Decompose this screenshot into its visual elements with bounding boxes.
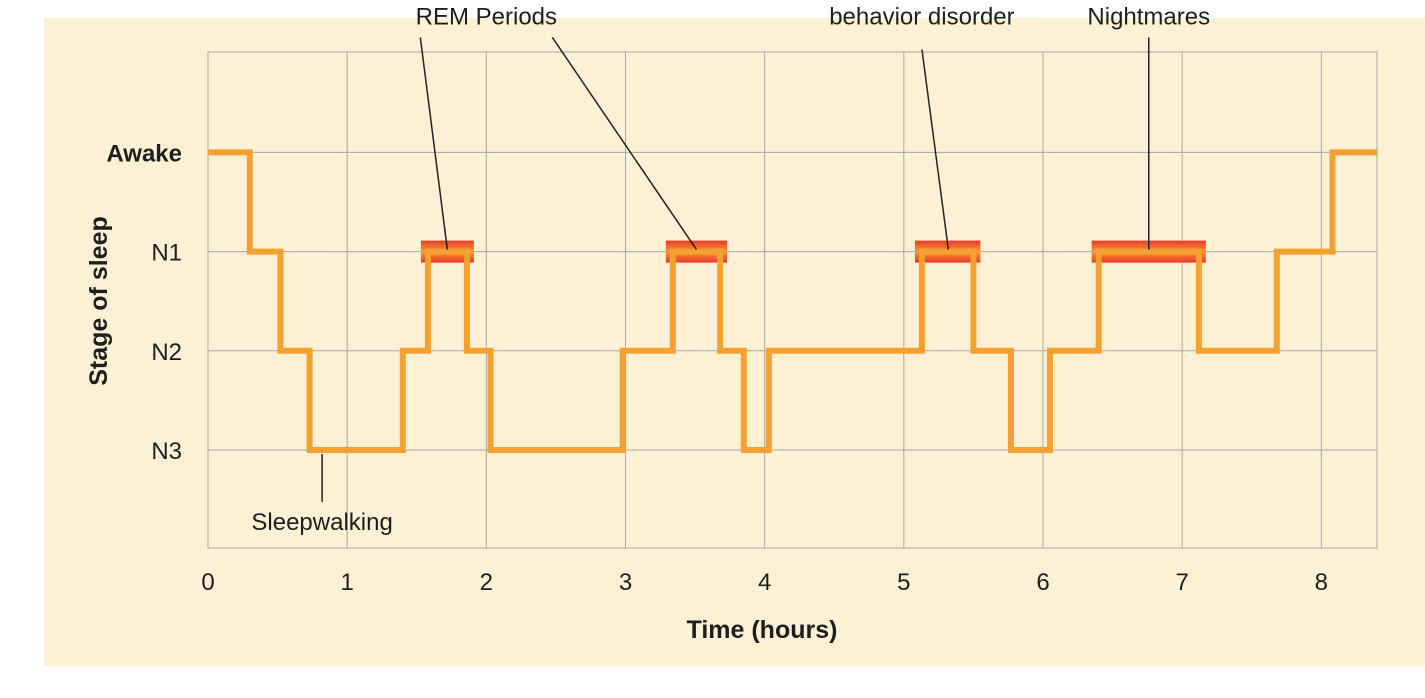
y-axis-title: Stage of sleep [85, 216, 113, 386]
y-tick-label-n3: N3 [151, 438, 182, 465]
annotation-nightmares: Nightmares [1087, 3, 1210, 250]
annotation-rem-periods-2 [551, 37, 698, 251]
x-axis-title: Time (hours) [687, 616, 838, 644]
x-tick-label-6: 6 [1036, 569, 1049, 596]
annotation-label-rem-periods-1: REM Periods [416, 3, 557, 30]
sleep-line-layer [208, 149, 1377, 453]
x-tick-label-0: 0 [201, 569, 214, 596]
x-tick-label-5: 5 [897, 569, 910, 596]
chart-panel [44, 18, 1425, 666]
annotation-sleepwalking: Sleepwalking [251, 454, 393, 536]
y-tick-label-n2: N2 [151, 339, 182, 366]
annotations-layer: Sleepwalking REM Periods REM sleepbehavior… [251, 3, 1210, 536]
annotation-leader-rem-periods-1 [419, 37, 449, 250]
x-tick-label-3: 3 [619, 569, 632, 596]
x-tick-label-8: 8 [1315, 569, 1328, 596]
annotation-label-rbd-line-2: behavior disorder [829, 3, 1014, 30]
annotation-leader-rem-periods-2 [551, 37, 698, 251]
annotation-rbd: REM sleepbehavior disorder [829, 3, 1015, 250]
x-tick-label-2: 2 [480, 569, 493, 596]
x-tick-label-1: 1 [340, 569, 353, 596]
x-tick-label-4: 4 [758, 569, 771, 596]
annotation-label-nightmares: Nightmares [1087, 3, 1210, 30]
y-tick-label-awake: Awake [106, 140, 182, 167]
plot-frame [207, 51, 1378, 549]
x-tick-label-7: 7 [1175, 569, 1188, 596]
y-tick-label-n1: N1 [151, 240, 182, 267]
sleep-stage-line [208, 149, 1377, 453]
annotation-leader-rbd [921, 49, 950, 250]
annotation-label-sleepwalking: Sleepwalking [251, 509, 392, 536]
ticks-layer: N3 N2 N1 Awake 0 1 2 3 4 5 6 7 8 [106, 140, 1328, 596]
annotation-rem-periods-1: REM Periods [416, 3, 557, 250]
